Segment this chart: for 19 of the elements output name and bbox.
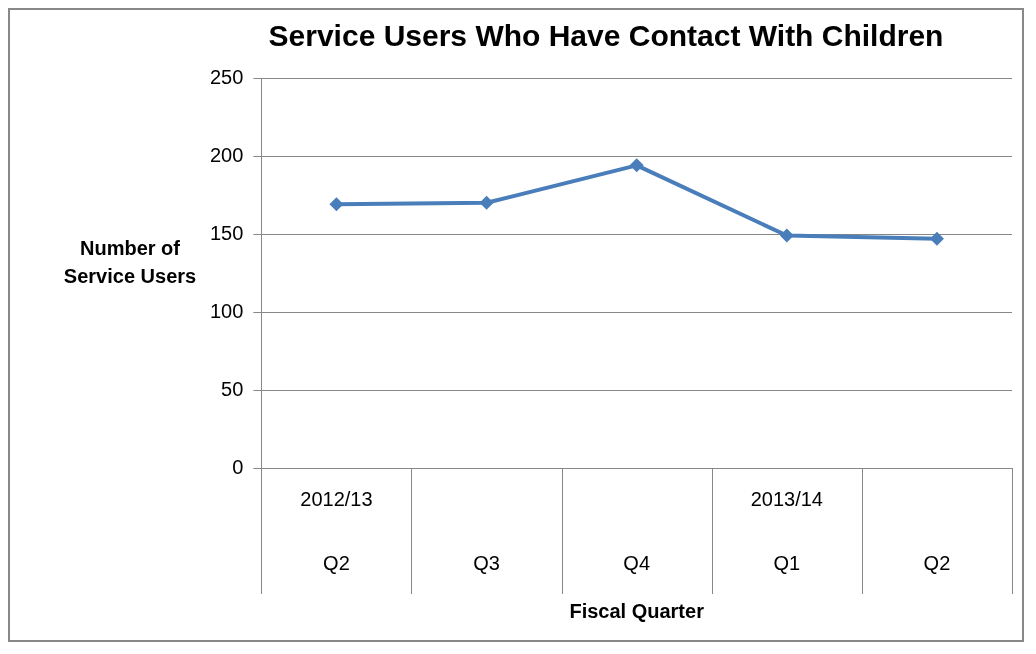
category-label: 2012/13 Q2 (300, 487, 373, 574)
category-label: 2013/14 Q1 (750, 487, 823, 574)
x-tick-label: Q2 (923, 551, 951, 574)
x-tick-label: Q3 (473, 551, 500, 574)
point (779, 228, 794, 243)
point (629, 158, 644, 173)
y-tick-label: 50 (221, 377, 244, 400)
y-tick-label: 200 (209, 143, 244, 166)
chart-title: Service Users Who Have Contact With Children (268, 19, 944, 53)
y-tick-label: 250 (209, 65, 244, 88)
y-axis-title: Number of Service Users (63, 236, 197, 287)
y-tick-label: 0 (232, 455, 244, 478)
point (929, 231, 944, 246)
point (329, 197, 344, 212)
y-tick-label: 150 (209, 221, 244, 244)
x-axis-title: Fiscal Quarter (569, 599, 705, 622)
y-tick-label: 100 (209, 299, 244, 322)
point (479, 195, 494, 210)
x-tick-label: Q4 (623, 551, 651, 574)
